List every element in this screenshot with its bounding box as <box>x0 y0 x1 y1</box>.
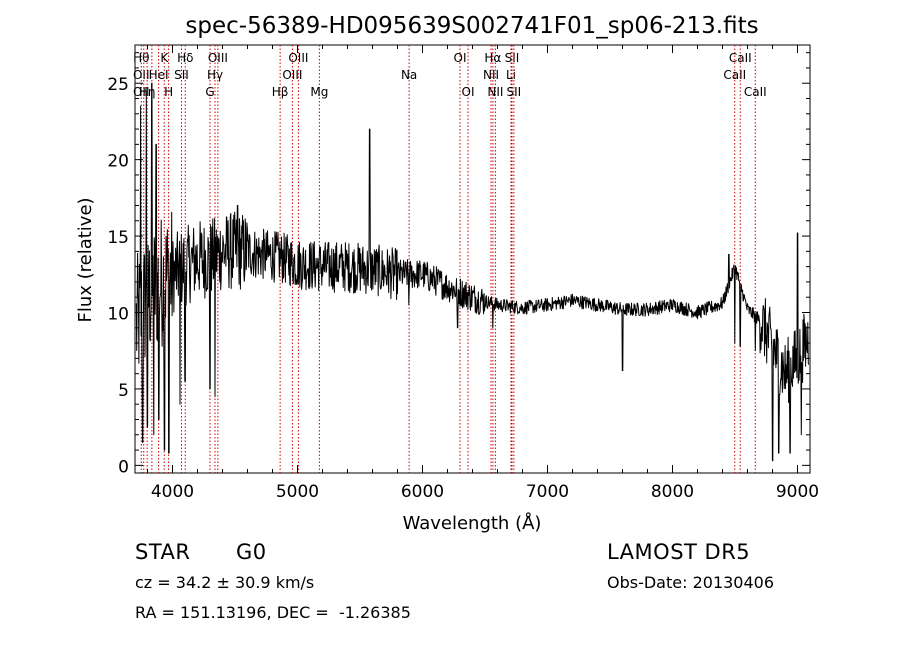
y-tick-label: 10 <box>107 305 129 325</box>
line-marker-label: Hβ <box>272 85 289 99</box>
line-marker-label: Hη <box>139 85 156 99</box>
x-tick-label: 8000 <box>651 482 694 502</box>
line-marker-label: H <box>164 85 173 99</box>
plot-frame <box>134 44 811 474</box>
line-marker-label: CaII <box>723 68 746 82</box>
spectrum-line <box>135 82 810 462</box>
line-marker-label: Hγ <box>207 68 223 82</box>
y-tick-label: 25 <box>107 75 129 95</box>
line-marker-label: G <box>205 85 214 99</box>
spectrum-layer <box>135 82 810 462</box>
y-tick-label: 20 <box>107 152 129 172</box>
line-marker-label: Hθ <box>133 51 149 65</box>
line-marker-label: OII <box>133 68 150 82</box>
line-marker-label: SII <box>174 68 189 82</box>
line-marker-label: Na <box>401 68 417 82</box>
line-marker-label: OII <box>133 85 150 99</box>
x-tick-label: 9000 <box>776 482 819 502</box>
chart-title: spec-56389-HD095639S002741F01_sp06-213.f… <box>185 13 758 39</box>
object-subclass: G0 <box>236 540 267 564</box>
line-marker-label: Hα <box>484 51 501 65</box>
line-marker-label: OI <box>462 85 475 99</box>
line-marker-label: K <box>160 51 169 65</box>
line-marker-label: SII <box>507 85 522 99</box>
coordinates: RA = 151.13196, DEC = -1.26385 <box>135 603 411 622</box>
axis-layer: 4000 5000 6000 7000 8000 9000 0 5 10 15 20 25 <box>107 45 819 502</box>
x-tick-label: 4000 <box>151 482 194 502</box>
line-marker-label: Mg <box>310 85 328 99</box>
y-tick-label: 0 <box>118 457 129 477</box>
line-marker-label: CaII <box>729 51 752 65</box>
line-marker-label: CaII <box>744 85 767 99</box>
object-class: STAR <box>135 540 191 564</box>
line-marker-label: Li <box>506 68 516 82</box>
redshift-readout: cz = 34.2 ± 30.9 km/s <box>135 573 315 592</box>
line-marker-label: OIII <box>288 51 308 65</box>
x-tick-label: 6000 <box>401 482 444 502</box>
obs-date: Obs-Date: 20130406 <box>607 573 775 592</box>
line-marker-label: OIII <box>208 51 228 65</box>
y-tick-label: 15 <box>107 228 129 248</box>
x-axis-label: Wavelength (Å) <box>403 512 542 534</box>
x-tick-label: 5000 <box>276 482 319 502</box>
line-marker-label: HeI <box>149 68 169 82</box>
line-marker-label: Hδ <box>177 51 193 65</box>
y-tick-label: 5 <box>118 381 129 401</box>
survey-label: LAMOST DR5 <box>607 540 751 564</box>
x-tick-label: 7000 <box>526 482 569 502</box>
line-marker-label: SII <box>505 51 520 65</box>
line-marker-label: OIII <box>282 68 302 82</box>
y-axis-label: Flux (relative) <box>75 197 96 322</box>
line-marker-label: NII <box>483 68 499 82</box>
line-marker-label: NII <box>487 85 503 99</box>
line-marker-label: OI <box>454 51 467 65</box>
